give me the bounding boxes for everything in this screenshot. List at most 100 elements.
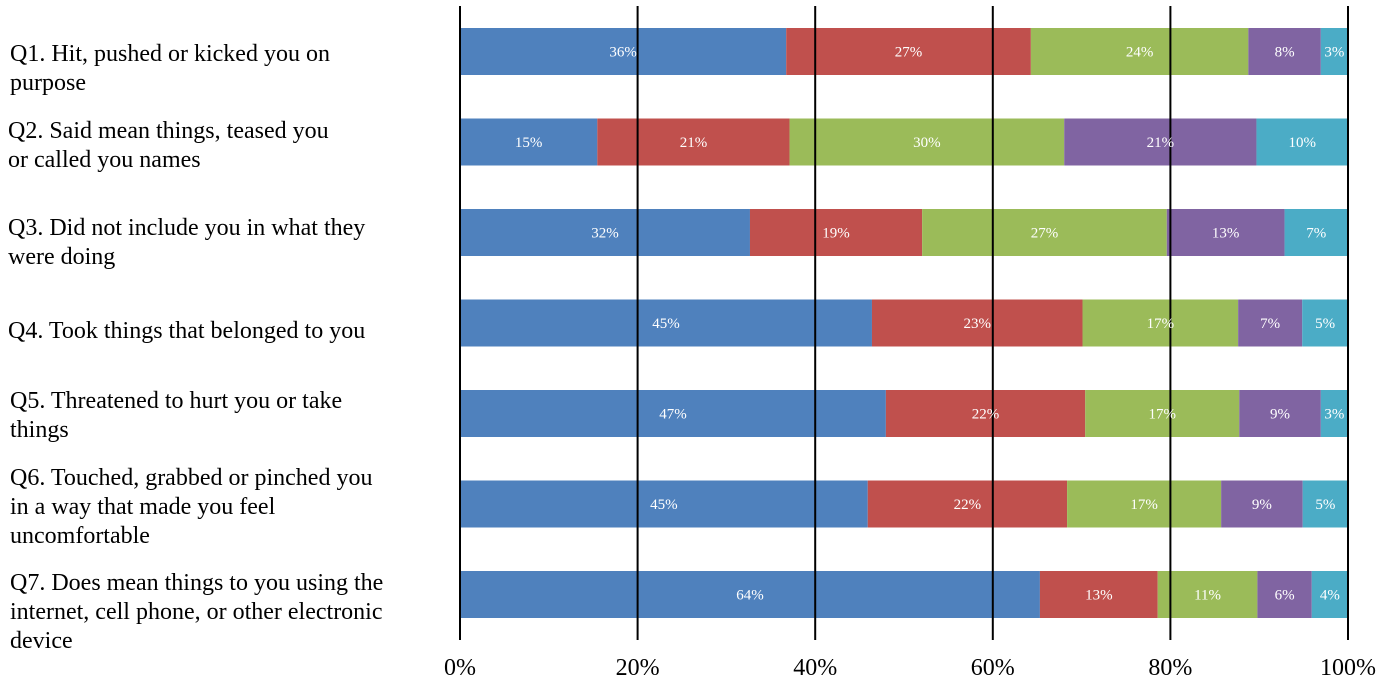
bar-segment-q2-s1 [460, 118, 598, 166]
bar-segment-q4-s2 [871, 299, 1083, 347]
data-label-q2-s5: 10% [1288, 135, 1316, 151]
data-label-q6-s1: 45% [650, 497, 678, 513]
data-label-q4-s4: 7% [1260, 316, 1280, 332]
data-label-q6-s5: 5% [1315, 497, 1335, 513]
bar-segment-q6-s4 [1221, 480, 1303, 528]
category-label-line: or called you names [8, 147, 201, 173]
bar-segment-q4-s5 [1302, 299, 1348, 347]
data-label-q2-s4: 21% [1147, 135, 1175, 151]
bar-segment-q6-s2 [867, 480, 1068, 528]
data-label-q5-s5: 3% [1324, 407, 1344, 423]
data-label-q6-s4: 9% [1252, 497, 1272, 513]
bar-segment-q6-s5 [1302, 480, 1348, 528]
data-label-q7-s3: 11% [1194, 588, 1221, 604]
bar-segment-q3-s5 [1284, 209, 1348, 256]
data-label-q1-s1: 36% [609, 45, 637, 61]
category-label-line: Q3. Did not include you in what they [8, 215, 366, 241]
bar-segment-q2-s3 [789, 118, 1065, 166]
bar-segment-q1-s5 [1320, 28, 1348, 75]
category-label-q1: Q1. Hit, pushed or kicked you on purpose [10, 40, 330, 98]
bar-segment-q4-s3 [1082, 299, 1239, 347]
bar-segment-q7-s5 [1311, 571, 1348, 618]
x-tick-label: 60% [971, 655, 1015, 681]
data-label-q5-s2: 22% [972, 407, 1000, 423]
category-label-q5: Q5. Threatened to hurt you or take things [10, 387, 342, 445]
bar-segment-q3-s1 [460, 209, 750, 256]
category-label-q6: Q6. Touched, grabbed or pinched you in a … [10, 464, 372, 551]
data-label-q1-s3: 24% [1126, 45, 1154, 61]
category-label-line: uncomfortable [10, 523, 150, 549]
bar-segment-q2-s5 [1256, 118, 1348, 166]
x-tick-label: 80% [1148, 655, 1192, 681]
data-label-q5-s4: 9% [1270, 407, 1290, 423]
data-label-q4-s3: 17% [1147, 316, 1175, 332]
category-label-line: were doing [8, 244, 116, 270]
category-label-line: internet, cell phone, or other electroni… [10, 599, 383, 625]
bars-layer [460, 28, 1348, 618]
data-label-q7-s2: 13% [1085, 588, 1113, 604]
bar-segment-q5-s5 [1320, 390, 1348, 437]
bar-segment-q6-s3 [1067, 480, 1222, 528]
category-label-line: in a way that made you feel [10, 494, 276, 520]
bar-segment-q2-s2 [597, 118, 790, 166]
category-label-q7: Q7. Does mean things to you using the int… [10, 569, 383, 656]
data-label-q3-s2: 19% [822, 226, 850, 242]
data-label-q4-s5: 5% [1315, 316, 1335, 332]
data-label-q1-s5: 3% [1324, 45, 1344, 61]
bar-segment-q7-s1 [460, 571, 1040, 618]
data-label-q4-s2: 23% [963, 316, 991, 332]
data-label-q5-s3: 17% [1148, 407, 1176, 423]
bar-segment-q7-s3 [1157, 571, 1258, 618]
category-label-q2: Q2. Said mean things, teased you or calle… [8, 117, 329, 175]
data-label-q5-s1: 47% [659, 407, 687, 423]
data-label-q2-s2: 21% [680, 135, 708, 151]
x-tick-label: 0% [444, 655, 476, 681]
data-label-q7-s4: 6% [1275, 588, 1295, 604]
category-label-q3: Q3. Did not include you in what they were… [8, 214, 365, 272]
category-label-line: Q4. Took things that belonged to you [8, 318, 366, 344]
data-label-q2-s3: 30% [913, 135, 941, 151]
bar-segment-q5-s2 [885, 390, 1086, 437]
bar-segment-q2-s4 [1064, 118, 1257, 166]
category-label-line: purpose [10, 70, 86, 96]
data-label-q3-s3: 27% [1031, 226, 1059, 242]
data-label-q4-s1: 45% [652, 316, 680, 332]
data-label-q7-s1: 64% [736, 588, 764, 604]
bar-segment-q5-s4 [1239, 390, 1321, 437]
data-label-q3-s4: 13% [1212, 226, 1240, 242]
bar-segment-q4-s1 [460, 299, 872, 347]
data-label-q1-s4: 8% [1275, 45, 1295, 61]
bar-segment-q7-s2 [1039, 571, 1158, 618]
bar-segment-q3-s4 [1166, 209, 1285, 256]
bar-segment-q1-s4 [1248, 28, 1321, 75]
x-tick-label: 20% [616, 655, 660, 681]
bar-segment-q5-s3 [1085, 390, 1240, 437]
data-label-q3-s1: 32% [591, 226, 619, 242]
bar-segment-q1-s1 [460, 28, 787, 75]
bar-segment-q6-s1 [460, 480, 868, 528]
x-tick-label: 100% [1320, 655, 1376, 681]
gridlines [459, 6, 1349, 640]
category-label-line: Q6. Touched, grabbed or pinched you [10, 465, 373, 491]
data-label-q1-s2: 27% [895, 45, 923, 61]
category-label-q4: Q4. Took things that belonged to you [8, 317, 365, 346]
category-label-line: Q5. Threatened to hurt you or take [10, 388, 343, 414]
bar-segment-q1-s2 [786, 28, 1031, 75]
x-tick-label: 40% [793, 655, 837, 681]
data-label-q6-s2: 22% [954, 497, 982, 513]
bar-segment-q4-s4 [1238, 299, 1303, 347]
data-label-q2-s1: 15% [515, 135, 543, 151]
category-label-line: device [10, 628, 73, 654]
category-label-line: Q2. Said mean things, teased you [8, 118, 329, 144]
bar-segment-q3-s2 [749, 209, 923, 256]
category-label-line: Q1. Hit, pushed or kicked you on [10, 41, 330, 67]
x-axis-ticks: 0% 20% 40% 60% 80% 100% [444, 655, 1376, 681]
segment-labels: 36% 27% 24% 8% 3% 15% 21% 30% 21% 10% 32% 19% 27% 13%… [515, 45, 1344, 604]
bar-segment-q3-s3 [922, 209, 1167, 256]
bar-segment-q7-s4 [1257, 571, 1312, 618]
data-label-q6-s3: 17% [1130, 497, 1158, 513]
category-label-line: things [10, 417, 69, 443]
category-label-line: Q7. Does mean things to you using the [10, 570, 384, 596]
